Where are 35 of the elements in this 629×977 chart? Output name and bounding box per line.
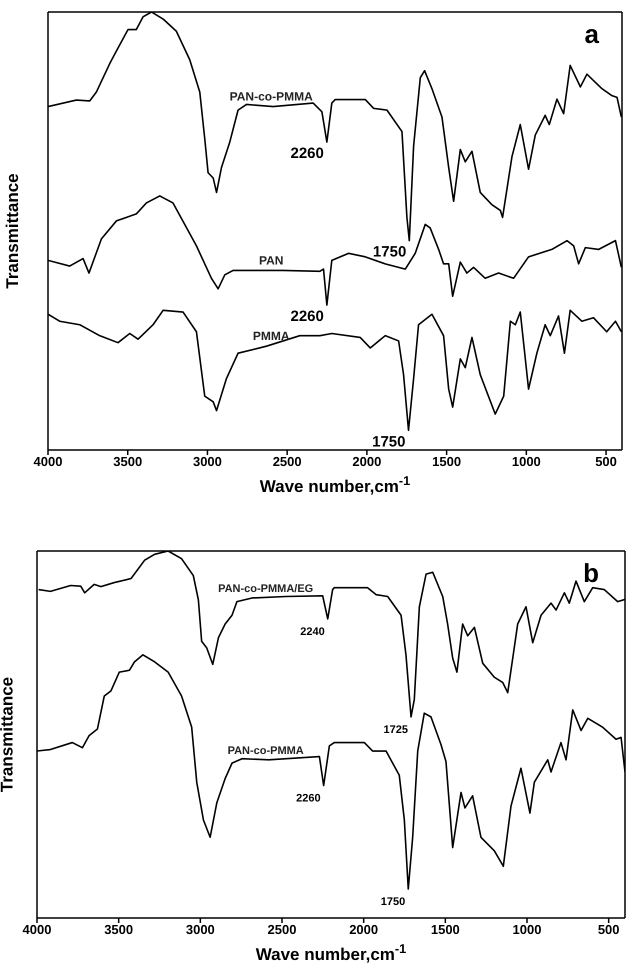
x-tick-label: 3500 (104, 922, 134, 938)
annotation: 1750 (372, 244, 406, 261)
series-label: PAN-co-PMMA (230, 90, 314, 104)
x-tick-label: 1000 (512, 922, 542, 938)
annotation: 2260 (290, 145, 324, 162)
x-tick-label: 2000 (349, 922, 378, 938)
x-tick-label: 1000 (512, 454, 541, 470)
annotation: 1750 (372, 433, 406, 450)
x-tick-label: 2500 (268, 922, 296, 938)
annotation: b (583, 558, 599, 589)
x-tick-label: 3000 (186, 922, 215, 938)
annotation: 1750 (380, 896, 406, 908)
annotation: 2260 (296, 792, 321, 805)
x-axis-title: Wave number,cm$^{-1}$ (256, 940, 406, 964)
series-label: PAN-co-PMMA (228, 744, 304, 757)
x-tick-label: 1500 (430, 922, 460, 938)
x-tick-label: 500 (598, 922, 620, 938)
x-tick-label: 2000 (352, 454, 382, 470)
annotation: 2240 (300, 626, 325, 638)
x-tick-label: 4000 (34, 454, 62, 470)
series-label: PAN-co-PMMA/EG (218, 582, 314, 595)
x-tick-label: 1500 (432, 454, 462, 470)
series-label: PMMA (252, 329, 290, 344)
x-tick-label: 3000 (192, 454, 222, 470)
x-tick-label: 2500 (272, 454, 302, 470)
y-axis-title: Transmittance (0, 676, 16, 792)
annotation: a (584, 19, 599, 50)
series-label: PAN (258, 253, 284, 268)
y-axis-title: Transmittance (3, 173, 22, 289)
x-tick-label: 500 (595, 454, 617, 470)
annotation: 1725 (384, 724, 408, 736)
x-tick-label: 4000 (22, 922, 52, 938)
x-axis-title: Wave number,cm$^{-1}$ (260, 472, 410, 496)
x-tick-label: 3500 (113, 454, 142, 470)
annotation: 2260 (290, 308, 324, 326)
